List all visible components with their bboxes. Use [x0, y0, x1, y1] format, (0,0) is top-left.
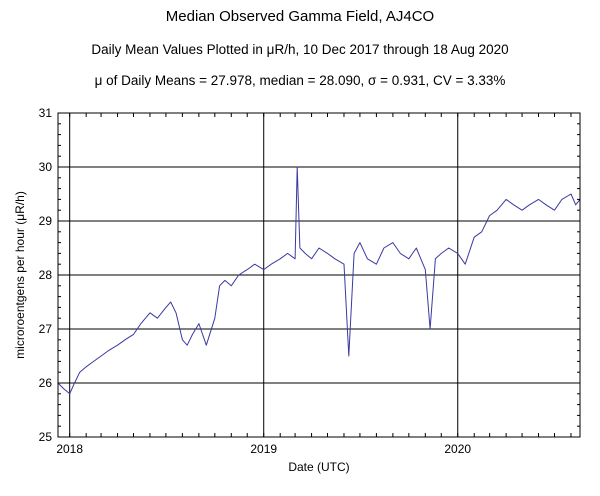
chart-stats-line: μ of Daily Means = 27.978, median = 28.0…	[94, 73, 506, 88]
y-axis-label: microroentgens per hour (μR/h)	[13, 191, 27, 359]
y-tick-label: 25	[39, 430, 53, 444]
y-tick-label: 28	[39, 268, 53, 282]
x-axis-label: Date (UTC)	[288, 460, 349, 474]
chart-title: Median Observed Gamma Field, AJ4CO	[165, 8, 435, 25]
y-tick-label: 29	[39, 214, 53, 228]
ticks: 25 26 27 28 29 30 31 2018 2019 2020	[39, 106, 580, 456]
chart-subtitle: Daily Mean Values Plotted in μR/h, 10 De…	[91, 42, 509, 57]
y-tick-label: 27	[39, 322, 53, 336]
x-tick-label: 2019	[250, 442, 277, 456]
grid	[58, 113, 580, 437]
x-tick-label: 2020	[444, 442, 471, 456]
y-tick-label: 26	[39, 376, 53, 390]
series-line	[57, 166, 581, 395]
x-tick-label: 2018	[56, 442, 83, 456]
y-tick-label: 31	[39, 106, 53, 120]
y-tick-label: 30	[39, 160, 53, 174]
